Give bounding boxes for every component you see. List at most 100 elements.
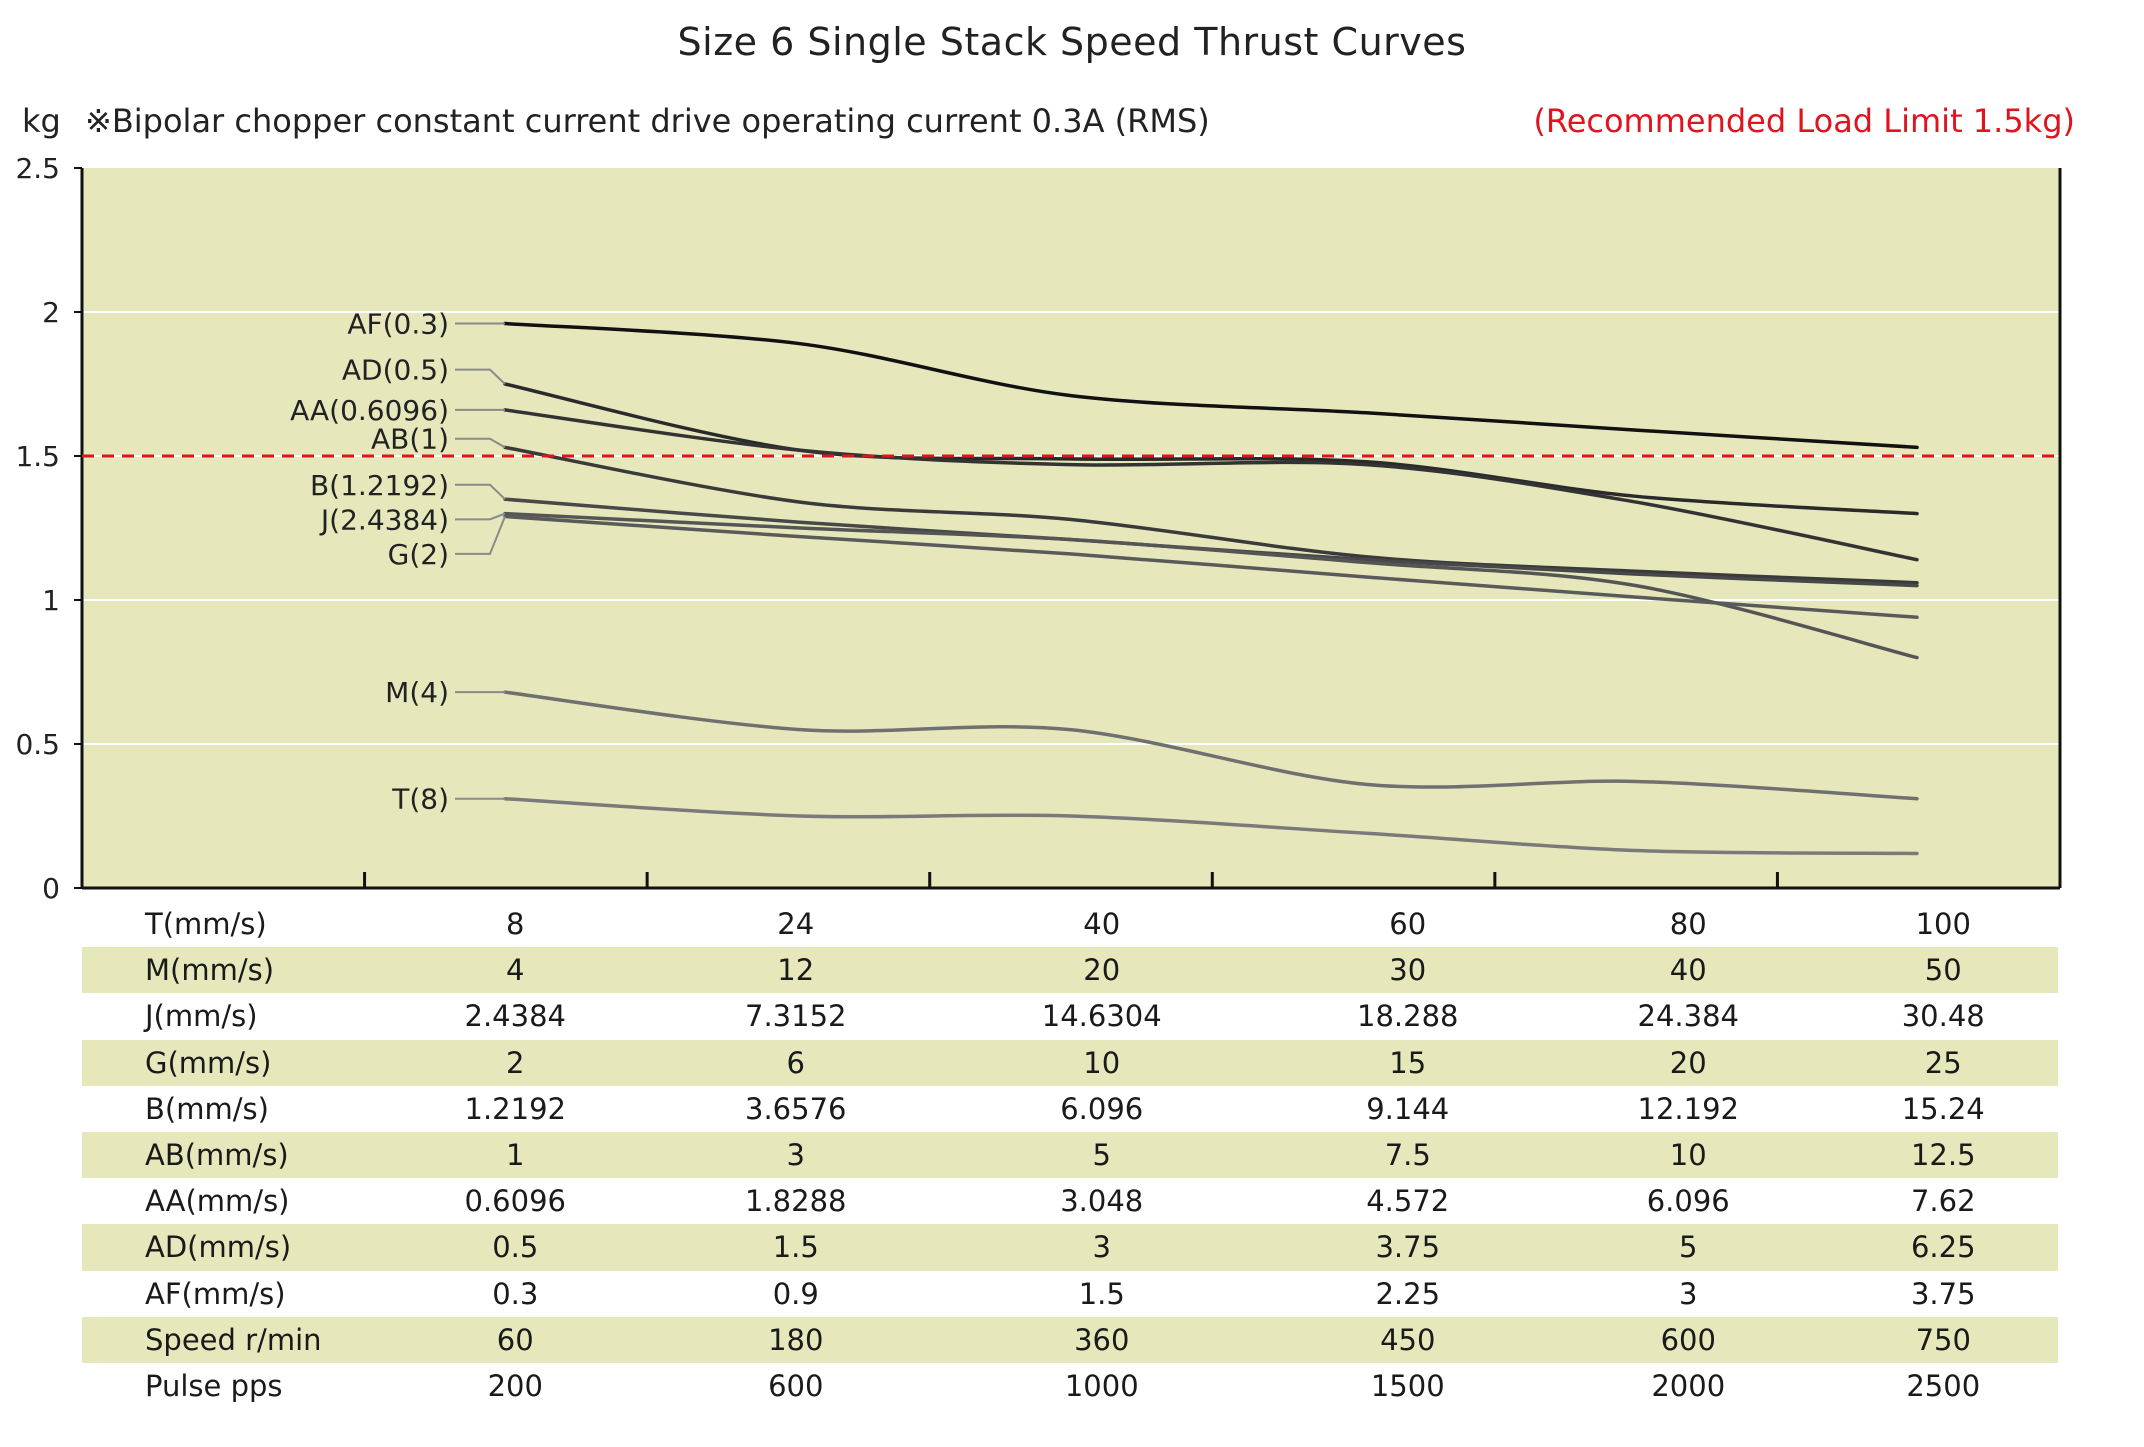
table-row-label: Pulse pps [145,1368,283,1403]
table-row: Speed r/min 60 180 360 450 600 750 [82,1316,2058,1363]
table-cell: 60 [375,1316,656,1363]
table-row: M(mm/s) 4 12 20 30 40 50 [82,947,2058,994]
table-cell: 1.8288 [745,1184,847,1219]
table-cell: 3 [1679,1276,1698,1311]
series-leader-6 [455,516,506,555]
table-row-label: Speed r/min [82,1316,375,1363]
table-cell: 2500 [1906,1368,1981,1403]
y-tick-label: 2 [42,296,60,329]
series-label-2: AA(0.6096) [290,394,449,427]
speed-table-body: T(mm/s) 8 24 40 60 80 100 M(mm/s) 4 12 20 30 40 50 J(m… [82,901,2058,1409]
series-label-7: M(4) [385,676,449,709]
table-cell: 7.3152 [745,999,847,1034]
table-row: B(mm/s) 1.2192 3.6576 6.096 9.144 12.192 15.24 [82,1086,2058,1132]
series-leader-3 [455,437,506,449]
table-cell: 1 [375,1131,656,1179]
table-row-label: M(mm/s) [82,947,375,994]
series-label-1: AD(0.5) [342,354,449,387]
table-cell: 0.6096 [464,1184,566,1219]
drive-note: ※Bipolar chopper constant current drive … [85,102,1210,140]
table-cell: 40 [1083,907,1121,942]
series-line-3 [503,445,1919,585]
table-cell: 40 [1548,947,1829,994]
table-cell: 5 [936,1131,1268,1179]
chart-title: Size 6 Single Stack Speed Thrust Curves [677,20,1467,64]
table-row: J(mm/s) 2.4384 7.3152 14.6304 18.288 24.384 30… [82,993,2058,1039]
table-cell: 3 [936,1224,1268,1271]
table-cell: 600 [1548,1316,1829,1363]
table-row-label: AD(mm/s) [82,1224,375,1271]
table-cell: 3.6576 [745,1091,847,1126]
table-row: AD(mm/s) 0.5 1.5 3 3.75 5 6.25 [82,1224,2058,1271]
series-label-8: T(8) [391,783,449,816]
table-cell: 7.62 [1910,1184,1976,1219]
table-cell: 6.25 [1828,1224,2058,1271]
y-axis-label: kg [22,102,61,140]
table-cell: 2.25 [1375,1276,1441,1311]
table-row-label: G(mm/s) [82,1039,375,1086]
table-cell: 20 [936,947,1268,994]
table-row-label: J(mm/s) [145,999,258,1034]
table-cell: 600 [768,1368,824,1403]
y-tick-label: 1 [42,584,60,617]
table-cell: 4.572 [1366,1184,1450,1219]
table-row-label: AF(mm/s) [145,1276,286,1311]
series-leader-4 [455,483,506,500]
table-cell: 7.5 [1267,1131,1548,1179]
table-cell: 360 [936,1316,1268,1363]
speed-table: T(mm/s) 8 24 40 60 80 100 M(mm/s) 4 12 20 30 40 50 J(m… [82,901,2058,1409]
series-line-0 [503,321,1919,450]
series-label-5: J(2.4384) [319,503,449,536]
table-cell: 18.288 [1357,999,1459,1034]
series-label-6: G(2) [388,538,449,571]
table-cell: 3.048 [1060,1184,1144,1219]
table-row-label: AA(mm/s) [145,1184,290,1219]
series-line-8 [503,796,1919,856]
y-tick-label: 2.5 [15,152,60,185]
table-cell: 2 [375,1039,656,1086]
table-cell: 1500 [1370,1368,1445,1403]
table-cell: 750 [1828,1316,2058,1363]
table-cell: 6 [655,1039,936,1086]
table-row: AB(mm/s) 1 3 5 7.5 10 12.5 [82,1131,2058,1179]
table-row: G(mm/s) 2 6 10 15 20 25 [82,1039,2058,1086]
y-tick-label: 0.5 [15,728,60,761]
series-leader-1 [455,368,506,385]
table-cell: 1000 [1064,1368,1139,1403]
series-leader-5 [455,512,506,521]
table-cell: 24.384 [1637,999,1739,1034]
table-row: T(mm/s) 8 24 40 60 80 100 [82,901,2058,947]
table-cell: 10 [1548,1131,1829,1179]
table-cell: 100 [1915,907,1971,942]
table-cell: 0.9 [772,1276,819,1311]
table-cell: 3 [655,1131,936,1179]
table-cell: 12 [655,947,936,994]
table-row: Pulse pps 200 600 1000 1500 2000 2500 [82,1363,2058,1409]
table-cell: 4 [375,947,656,994]
table-cell: 20 [1548,1039,1829,1086]
y-tick-label: 1.5 [15,440,60,473]
table-cell: 14.6304 [1041,999,1162,1034]
table-cell: 2000 [1651,1368,1726,1403]
table-cell: 15.24 [1901,1091,1985,1126]
thrust-chart: 0 0.5 1 1.5 2 2.5 AF(0.3) AD(0.5) AA(0.6096)AB(1… [15,152,2062,900]
table-cell: 180 [655,1316,936,1363]
table-cell: 0.3 [492,1276,539,1311]
table-cell: 30 [1267,947,1548,994]
table-row: AA(mm/s) 0.6096 1.8288 3.048 4.572 6.096 7.62 [82,1178,2058,1224]
series-label-4: B(1.2192) [310,469,449,502]
table-cell: 6.096 [1646,1184,1730,1219]
table-cell: 2.4384 [464,999,566,1034]
table-cell: 12.192 [1637,1091,1739,1126]
table-cell: 15 [1267,1039,1548,1086]
series-label-0: AF(0.3) [347,308,449,341]
recommended-limit-label: (Recommended Load Limit 1.5kg) [1533,102,2075,140]
table-cell: 50 [1828,947,2058,994]
table-cell: 10 [936,1039,1268,1086]
table-cell: 1.5 [655,1224,936,1271]
series-line-7 [503,690,1919,801]
series-line-6 [503,514,1919,620]
table-cell: 24 [777,907,815,942]
table-row-label: T(mm/s) [145,907,267,942]
table-cell: 450 [1267,1316,1548,1363]
